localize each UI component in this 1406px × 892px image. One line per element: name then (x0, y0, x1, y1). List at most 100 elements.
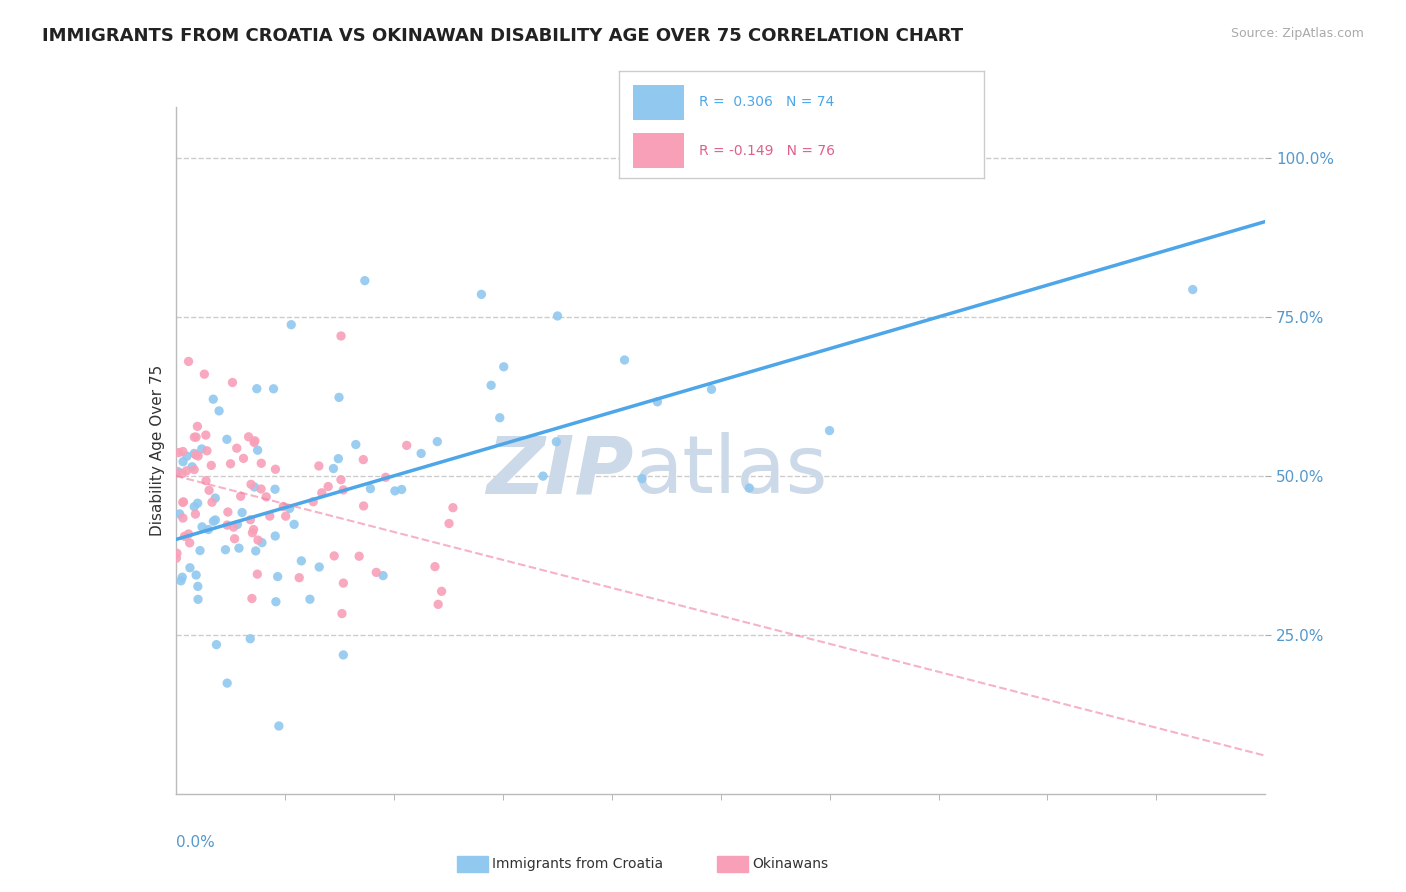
Point (329, 473, 352, 487)
Point (246, 382, 269, 396)
Point (374, 470, 396, 484)
Point (173, 495, 195, 509)
Point (391, 483, 413, 497)
Point (221, 376, 243, 390)
Point (184, 507, 207, 521)
Point (254, 490, 277, 504)
Point (184, 430, 207, 444)
Point (239, 513, 262, 527)
Point (700, 382, 723, 396)
Point (214, 542, 236, 557)
Point (316, 479, 339, 493)
Point (183, 446, 205, 460)
Point (167, 445, 190, 459)
Point (225, 441, 247, 455)
Point (441, 500, 464, 515)
Point (264, 595, 287, 609)
Point (492, 359, 515, 374)
Point (344, 437, 367, 451)
Point (166, 546, 188, 560)
Point (470, 287, 492, 301)
Point (353, 274, 375, 288)
Point (172, 511, 194, 525)
Point (172, 570, 194, 584)
Text: IMMIGRANTS FROM CROATIA VS OKINAWAN DISABILITY AGE OVER 75 CORRELATION CHART: IMMIGRANTS FROM CROATIA VS OKINAWAN DISA… (42, 27, 963, 45)
Point (332, 648, 354, 662)
Point (222, 520, 245, 534)
Point (427, 598, 450, 612)
Point (430, 584, 453, 599)
Point (243, 435, 266, 450)
Point (264, 482, 287, 496)
Point (274, 509, 297, 524)
Point (1181, 283, 1204, 297)
Point (202, 514, 225, 528)
Point (240, 591, 263, 606)
Point (278, 501, 301, 516)
Point (172, 467, 194, 481)
Point (215, 433, 238, 447)
Point (330, 607, 353, 621)
Point (308, 458, 330, 473)
Point (264, 529, 287, 543)
Point (191, 520, 214, 534)
Point (232, 451, 254, 466)
Point (246, 443, 269, 458)
Point (217, 676, 239, 690)
Point (187, 449, 209, 463)
Point (187, 579, 209, 593)
Point (170, 574, 193, 588)
Point (231, 506, 253, 520)
Point (353, 499, 375, 513)
Point (224, 532, 246, 546)
Point (384, 483, 406, 498)
Point (165, 466, 187, 480)
Point (195, 474, 218, 488)
Point (613, 353, 636, 368)
Point (263, 382, 285, 396)
Text: ZIP: ZIP (486, 432, 633, 510)
Point (437, 516, 460, 531)
Point (200, 458, 222, 473)
Point (366, 566, 388, 580)
Point (177, 354, 200, 368)
Point (288, 571, 311, 585)
Point (631, 472, 654, 486)
Point (242, 525, 264, 540)
Point (280, 318, 302, 332)
FancyBboxPatch shape (633, 134, 685, 168)
Point (195, 443, 218, 458)
Point (246, 567, 269, 582)
Point (167, 465, 190, 479)
Point (205, 638, 228, 652)
Point (308, 560, 330, 574)
Point (172, 455, 194, 469)
Point (172, 495, 194, 509)
Point (201, 495, 224, 509)
Point (183, 500, 205, 514)
Point (395, 438, 418, 452)
Point (818, 424, 841, 438)
Point (243, 434, 266, 448)
Point (246, 533, 269, 547)
Text: Okinawans: Okinawans (752, 857, 828, 871)
Point (172, 444, 194, 458)
Point (352, 452, 374, 467)
Point (250, 456, 273, 470)
Point (423, 559, 446, 574)
Point (245, 544, 267, 558)
Text: 0.0%: 0.0% (176, 835, 215, 850)
Point (298, 592, 321, 607)
Text: atlas: atlas (633, 432, 828, 510)
Point (411, 446, 433, 460)
Point (219, 457, 242, 471)
Point (217, 518, 239, 533)
Point (204, 491, 226, 505)
Point (229, 489, 252, 503)
Point (302, 494, 325, 508)
Point (186, 419, 208, 434)
Point (184, 448, 207, 462)
Point (547, 309, 569, 323)
Point (183, 430, 205, 444)
Text: R = -0.149   N = 76: R = -0.149 N = 76 (699, 144, 835, 158)
